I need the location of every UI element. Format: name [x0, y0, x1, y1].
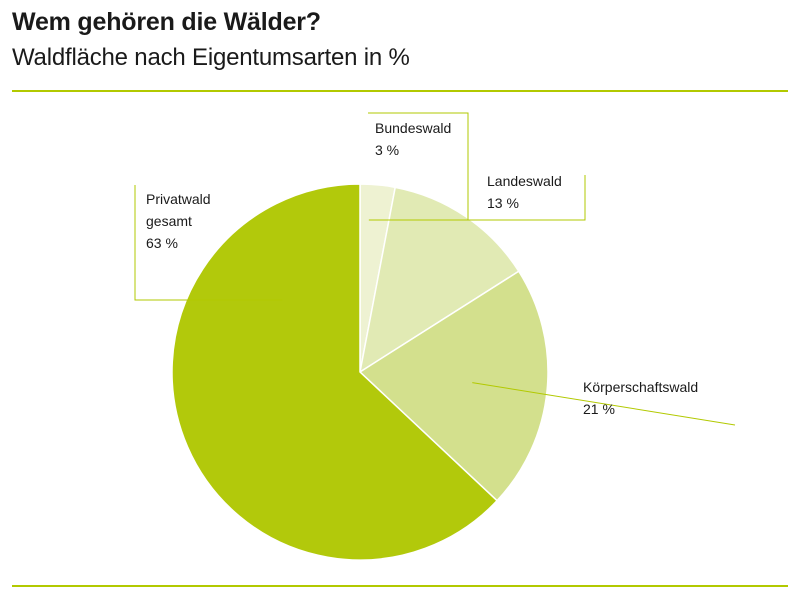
- pie-slice-körperschaftswald: [358, 270, 549, 502]
- pie-slice-privatwald-gesamt: [171, 183, 499, 561]
- pie-slice-landeswald: [358, 186, 520, 374]
- bottom-divider: [12, 585, 788, 587]
- slice-name-label: Körperschaftswald: [583, 379, 698, 395]
- pie-slices: [171, 183, 549, 561]
- chart-title: Wem gehören die Wälder?: [12, 8, 321, 36]
- slice-labels: Bundeswald 3 % Landeswald 13 % Körperschafts…: [146, 120, 698, 417]
- slice-value-label: 3 %: [375, 142, 399, 158]
- slice-name-label: Landeswald: [487, 173, 562, 189]
- leader-line: [418, 175, 586, 221]
- slice-name-label: Privatwald: [146, 191, 211, 207]
- slice-value-label: 63 %: [146, 235, 178, 251]
- slice-value-label: 13 %: [487, 195, 519, 211]
- slice-name-label: Bundeswald: [375, 120, 451, 136]
- leader-line: [472, 382, 736, 426]
- slice-name-label: gesamt: [146, 213, 192, 229]
- chart-subtitle: Waldfläche nach Eigentumsarten in %: [12, 44, 410, 71]
- top-divider: [12, 90, 788, 92]
- leader-lines: [134, 112, 736, 426]
- leader-line: [134, 185, 283, 301]
- slice-value-label: 21 %: [583, 401, 615, 417]
